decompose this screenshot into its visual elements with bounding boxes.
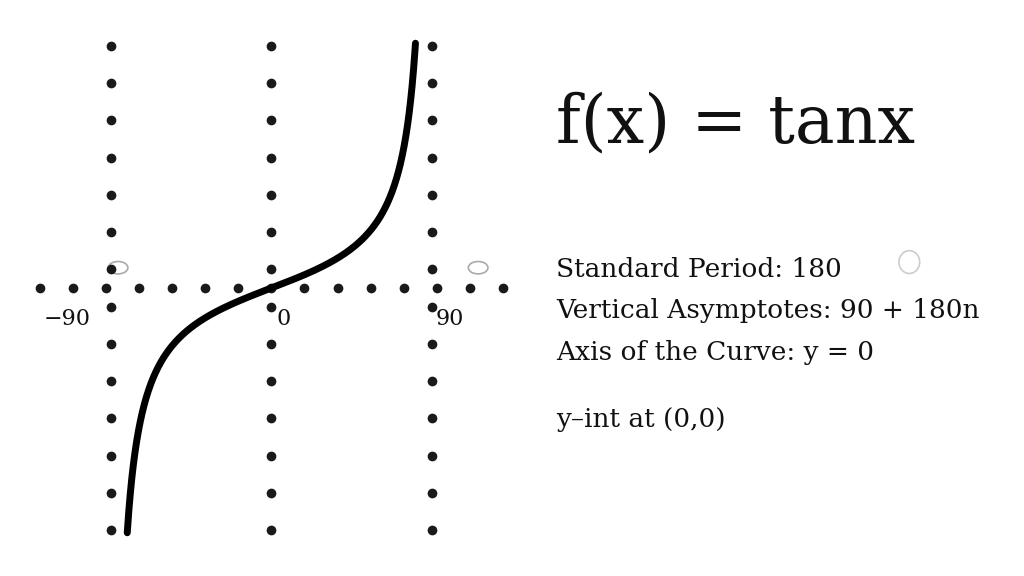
Text: 0: 0 [276,308,291,330]
Text: Axis of the Curve: y = 0: Axis of the Curve: y = 0 [556,340,874,365]
Text: y–int at (0,0): y–int at (0,0) [556,407,726,432]
Text: f(x) = tanx: f(x) = tanx [556,91,915,156]
Text: −90: −90 [43,308,90,330]
Text: Vertical Asymptotes: 90 + 180n: Vertical Asymptotes: 90 + 180n [556,298,980,323]
Text: 90: 90 [435,308,464,330]
Text: Standard Period: 180: Standard Period: 180 [556,257,842,282]
